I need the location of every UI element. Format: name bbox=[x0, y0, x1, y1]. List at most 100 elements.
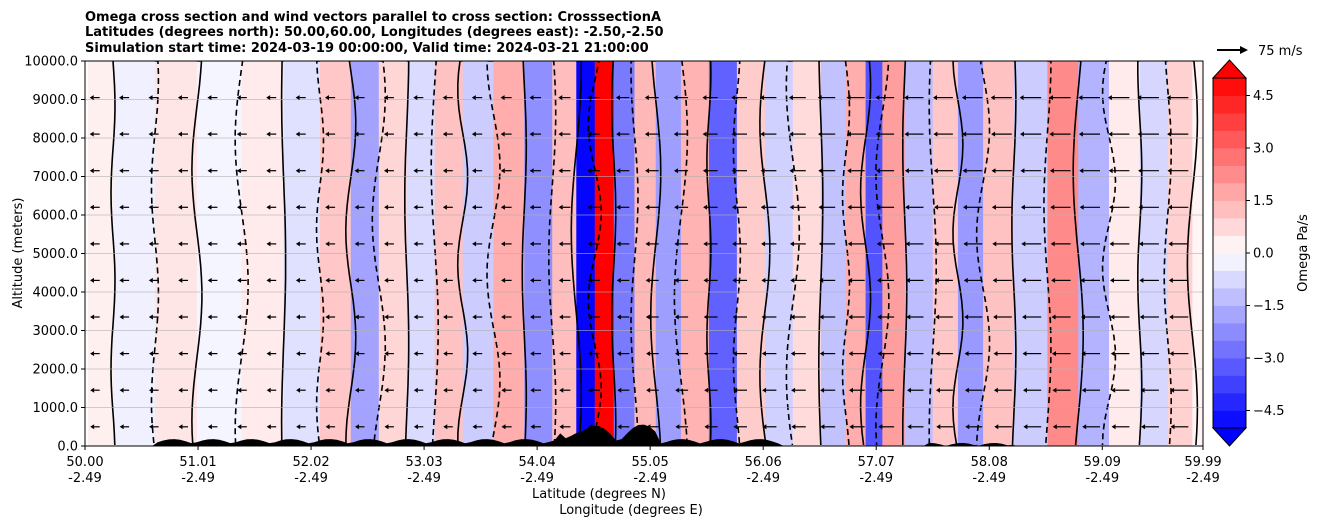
contour-line bbox=[486, 61, 501, 446]
wind-vector-head bbox=[788, 95, 793, 101]
wind-vector-head bbox=[818, 204, 823, 210]
wind-vector-head bbox=[119, 241, 124, 247]
terrain-profile bbox=[85, 424, 1203, 446]
wind-vector-head bbox=[236, 131, 241, 137]
colorbar-level bbox=[1213, 148, 1246, 166]
wind-vector-head bbox=[472, 424, 477, 430]
contour-line bbox=[759, 61, 771, 446]
contour-line bbox=[902, 61, 908, 445]
wind-vector-head bbox=[148, 131, 153, 137]
wind-vector-head bbox=[384, 241, 389, 247]
contour-line bbox=[1186, 61, 1199, 446]
wind-vector-head bbox=[501, 277, 506, 283]
wind-vector-head bbox=[615, 95, 620, 101]
wind-vector-head bbox=[1109, 204, 1114, 210]
wind-vector-head bbox=[904, 131, 909, 137]
y-axis: 0.0 1000.0 2000.0 3000.0 4000.0 5000.0 6000.0 7… bbox=[24, 55, 85, 455]
wind-vector-head bbox=[325, 277, 330, 283]
wind-vector-head bbox=[1052, 351, 1056, 357]
wind-vector-head bbox=[471, 95, 476, 101]
contour-line bbox=[673, 61, 689, 446]
wind-vector-head bbox=[413, 387, 418, 393]
wind-vector-head bbox=[964, 387, 969, 393]
wind-vector-head bbox=[355, 424, 359, 430]
wind-vector-head bbox=[993, 351, 998, 357]
wind-vector-head bbox=[1141, 424, 1146, 430]
wind-vector-head bbox=[907, 424, 912, 430]
wind-vector-head bbox=[207, 387, 212, 393]
contour-line bbox=[1043, 61, 1052, 446]
wind-vector-head bbox=[89, 168, 94, 174]
wind-vector-head bbox=[148, 314, 153, 320]
wind-vector-head bbox=[119, 387, 124, 393]
wind-vector-head bbox=[962, 131, 967, 137]
x-tick-label-lat: 59.99 bbox=[1184, 455, 1221, 470]
contour-line bbox=[404, 61, 410, 446]
wind-vector-head bbox=[673, 131, 678, 137]
wind-vector-head bbox=[1166, 95, 1171, 101]
wind-vector-head bbox=[1169, 351, 1174, 357]
wind-vector-head bbox=[878, 424, 883, 430]
wind-vector-head bbox=[904, 168, 909, 174]
wind-vector-head bbox=[907, 387, 911, 393]
wind-vector-head bbox=[587, 95, 592, 101]
wind-vector-head bbox=[616, 314, 621, 320]
contour-line bbox=[1101, 61, 1117, 446]
wind-vector-head bbox=[354, 241, 359, 247]
contour-line bbox=[456, 61, 469, 446]
plot-area bbox=[84, 60, 1204, 447]
wind-vector-head bbox=[90, 424, 95, 430]
chart-title-line-3: Simulation start time: 2024-03-19 00:00:… bbox=[85, 41, 649, 56]
wind-vector-head bbox=[236, 95, 241, 101]
wind-vector-head bbox=[413, 241, 418, 247]
wind-vector-head bbox=[266, 277, 271, 283]
wind-vector-head bbox=[790, 241, 794, 247]
wind-vector-head bbox=[119, 424, 124, 430]
colorbar-level bbox=[1213, 235, 1246, 254]
wind-vector-head bbox=[848, 314, 853, 320]
wind-vector-head bbox=[529, 168, 534, 174]
wind-vector-head bbox=[443, 241, 447, 247]
wind-vector-head bbox=[90, 314, 95, 320]
wind-vector-head bbox=[295, 241, 300, 247]
x-tick-label-lat: 56.06 bbox=[745, 455, 782, 470]
wind-vector-head bbox=[964, 314, 969, 320]
wind-vector-head bbox=[1109, 241, 1114, 247]
wind-vector-head bbox=[148, 95, 153, 101]
contour-line bbox=[1072, 61, 1085, 446]
x-tick-label-lon: -2.49 bbox=[181, 471, 215, 486]
wind-vector-head bbox=[963, 241, 968, 247]
omega-contours bbox=[110, 61, 1199, 446]
chart-title-line-2: Latitudes (degrees north): 50.00,60.00, … bbox=[85, 25, 664, 40]
wind-vector-head bbox=[443, 387, 448, 393]
x-tick-label-lon: -2.49 bbox=[68, 471, 102, 486]
wind-vector-head bbox=[443, 277, 447, 283]
contour-line bbox=[841, 61, 851, 446]
wind-vector-head bbox=[993, 314, 998, 320]
wind-vector-head bbox=[1108, 168, 1113, 174]
wind-vector-head bbox=[791, 424, 796, 430]
wind-vector-head bbox=[761, 241, 766, 247]
x-tick-label-lon: -2.49 bbox=[407, 471, 441, 486]
wind-vector-head bbox=[906, 351, 911, 357]
wind-vector-head bbox=[266, 131, 271, 137]
contour-line bbox=[859, 61, 872, 446]
wind-vector-head bbox=[1167, 131, 1172, 137]
wind-vector-head bbox=[1111, 387, 1116, 393]
wind-vector-head bbox=[413, 424, 418, 430]
wind-vector-head bbox=[964, 351, 969, 357]
wind-vector-head bbox=[818, 168, 823, 174]
wind-vector-head bbox=[1168, 241, 1173, 247]
colorbar-level bbox=[1213, 358, 1246, 376]
wind-vector-head bbox=[501, 314, 506, 320]
wind-vector-head bbox=[472, 314, 477, 320]
wind-vector-head bbox=[702, 131, 707, 137]
wind-vector-head bbox=[934, 241, 939, 247]
contour-line bbox=[315, 61, 325, 446]
wind-vector-head bbox=[1138, 204, 1143, 210]
wind-vector-head bbox=[500, 204, 505, 210]
wind-vector-head bbox=[354, 131, 359, 137]
colorbar-level bbox=[1213, 218, 1246, 236]
contour-line bbox=[975, 61, 991, 446]
wind-vector-head bbox=[1023, 387, 1027, 393]
